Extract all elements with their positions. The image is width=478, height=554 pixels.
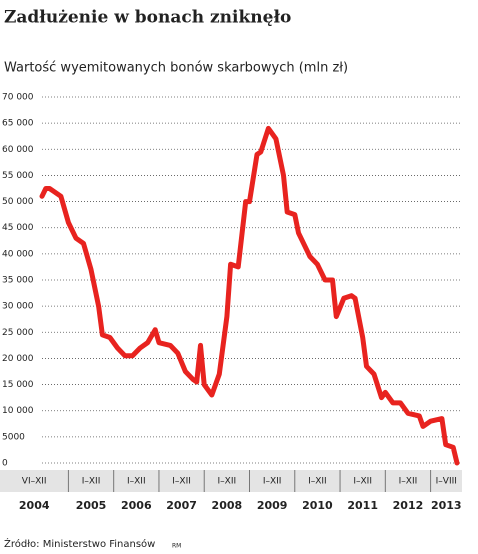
year-label: 2006 <box>121 499 152 512</box>
period-label: VI–XII <box>22 477 47 487</box>
y-tick-label: 45 000 <box>2 223 34 233</box>
credit: RM <box>172 543 181 550</box>
year-label: 2004 <box>19 499 50 512</box>
year-label: 2007 <box>166 499 197 512</box>
y-tick-label: 20 000 <box>2 354 34 364</box>
period-label: I–XII <box>263 477 282 487</box>
y-tick-label: 10 000 <box>2 406 34 416</box>
y-tick-label: 60 000 <box>2 145 34 155</box>
y-tick-label: 35 000 <box>2 276 34 286</box>
x-axis-band <box>0 470 462 492</box>
y-tick-label: 55 000 <box>2 171 34 181</box>
y-tick-label: 70 000 <box>2 93 34 103</box>
year-label: 2013 <box>431 499 462 512</box>
y-tick-label: 40 000 <box>2 249 34 259</box>
year-label: 2011 <box>347 499 378 512</box>
period-label: I–XII <box>218 477 237 487</box>
chart-title: Zadłużenie w bonach zniknęło <box>4 8 291 28</box>
source: Źródło: Ministerstwo Finansów <box>4 537 155 550</box>
period-label: I–XII <box>172 477 191 487</box>
year-label: 2005 <box>76 499 107 512</box>
period-label: I–XII <box>82 477 101 487</box>
y-tick-label: 15 000 <box>2 380 34 390</box>
y-tick-label: 25 000 <box>2 328 34 338</box>
period-label: I–XII <box>308 477 327 487</box>
period-label: I–XII <box>353 477 372 487</box>
period-label: I–VIII <box>436 477 457 487</box>
y-tick-label: 30 000 <box>2 302 34 312</box>
year-label: 2009 <box>257 499 288 512</box>
y-tick-label: 0 <box>2 459 8 469</box>
year-label: 2012 <box>393 499 424 512</box>
chart-subtitle: Wartość wyemitowanych bonów skarbowych (… <box>4 61 348 76</box>
year-label: 2008 <box>212 499 243 512</box>
y-tick-label: 65 000 <box>2 119 34 129</box>
period-label: I–XII <box>399 477 418 487</box>
line-series <box>39 125 460 466</box>
y-tick-label: 5000 <box>2 432 25 442</box>
period-label: I–XII <box>127 477 146 487</box>
year-label: 2010 <box>302 499 333 512</box>
y-tick-label: 50 000 <box>2 197 34 207</box>
